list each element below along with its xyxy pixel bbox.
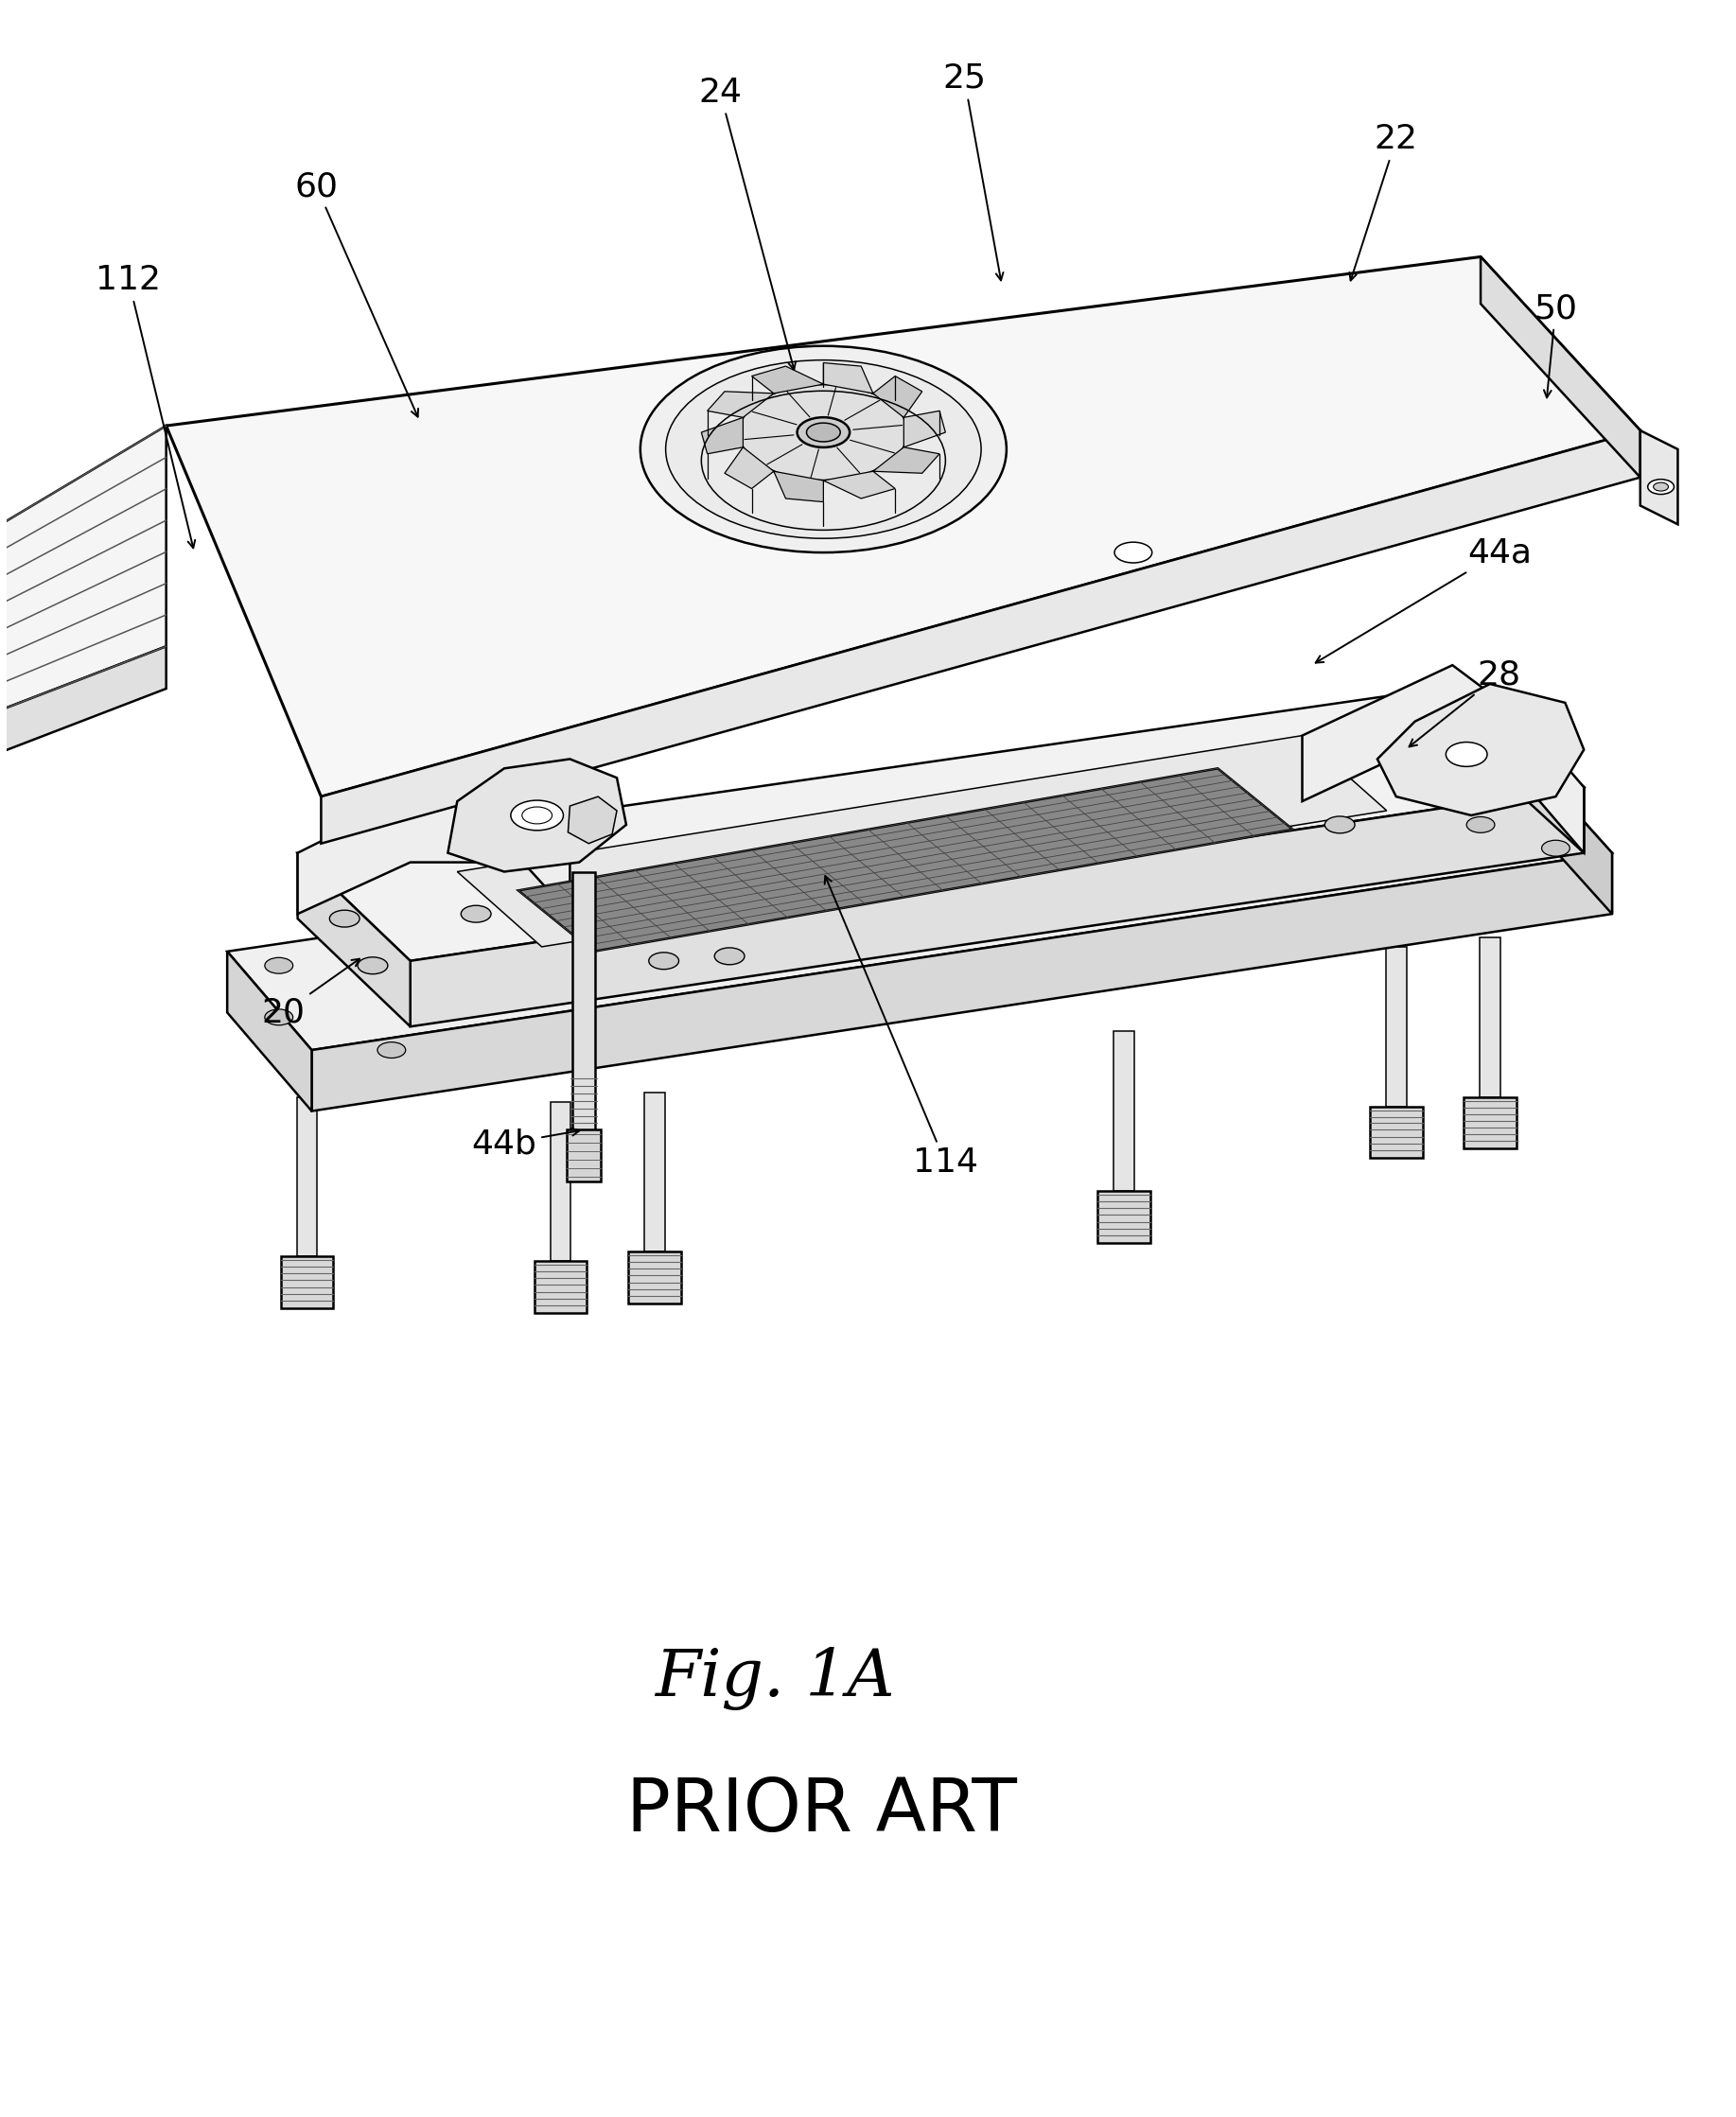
Polygon shape	[1479, 938, 1500, 1097]
Polygon shape	[167, 256, 1641, 796]
Text: 25: 25	[943, 61, 1003, 279]
Ellipse shape	[1486, 775, 1514, 790]
Polygon shape	[573, 872, 595, 1135]
Ellipse shape	[641, 345, 1007, 553]
Polygon shape	[321, 430, 1641, 843]
Polygon shape	[823, 472, 896, 497]
Polygon shape	[410, 788, 1583, 1027]
Text: 22: 22	[1349, 123, 1418, 279]
Text: 44b: 44b	[472, 1128, 580, 1160]
Polygon shape	[1470, 684, 1583, 853]
Polygon shape	[1370, 1107, 1422, 1158]
Ellipse shape	[266, 957, 293, 974]
Polygon shape	[1641, 430, 1677, 525]
Ellipse shape	[1647, 478, 1674, 493]
Polygon shape	[297, 684, 1583, 961]
Polygon shape	[774, 472, 823, 502]
Polygon shape	[281, 1257, 333, 1308]
Ellipse shape	[462, 906, 491, 923]
Polygon shape	[0, 426, 167, 741]
Ellipse shape	[715, 948, 745, 965]
Polygon shape	[1481, 256, 1641, 478]
Polygon shape	[568, 796, 616, 843]
Ellipse shape	[1507, 790, 1529, 802]
Polygon shape	[644, 1092, 665, 1251]
Polygon shape	[701, 417, 743, 453]
Text: 112: 112	[95, 265, 194, 548]
Ellipse shape	[1476, 743, 1503, 758]
Text: 114: 114	[825, 876, 977, 1179]
Polygon shape	[1385, 946, 1406, 1107]
Polygon shape	[752, 366, 823, 394]
Polygon shape	[568, 1130, 601, 1181]
Text: PRIOR ART: PRIOR ART	[627, 1774, 1017, 1846]
Ellipse shape	[1115, 542, 1153, 563]
Ellipse shape	[1653, 483, 1668, 491]
Ellipse shape	[266, 1010, 293, 1025]
Polygon shape	[297, 853, 410, 1027]
Ellipse shape	[1542, 840, 1569, 855]
Ellipse shape	[740, 383, 908, 481]
Polygon shape	[448, 760, 627, 872]
Text: 60: 60	[295, 169, 418, 417]
Text: 50: 50	[1535, 292, 1578, 398]
Ellipse shape	[358, 957, 387, 974]
Polygon shape	[227, 951, 312, 1111]
Polygon shape	[1113, 1031, 1134, 1192]
Polygon shape	[227, 760, 1613, 1050]
Polygon shape	[823, 362, 873, 394]
Polygon shape	[457, 735, 1387, 946]
Text: 24: 24	[698, 76, 795, 370]
Polygon shape	[1377, 684, 1583, 815]
Ellipse shape	[1446, 743, 1488, 766]
Polygon shape	[724, 447, 774, 489]
Ellipse shape	[1467, 817, 1495, 832]
Ellipse shape	[797, 417, 849, 447]
Polygon shape	[1097, 1192, 1151, 1243]
Polygon shape	[535, 1262, 587, 1313]
Polygon shape	[297, 1097, 318, 1257]
Text: 28: 28	[1410, 658, 1521, 747]
Ellipse shape	[665, 360, 981, 538]
Polygon shape	[519, 768, 1293, 951]
Polygon shape	[873, 377, 922, 417]
Ellipse shape	[1382, 752, 1411, 768]
Polygon shape	[1302, 665, 1583, 853]
Text: 44a: 44a	[1316, 536, 1531, 663]
Ellipse shape	[1325, 817, 1354, 834]
Polygon shape	[297, 796, 569, 915]
Polygon shape	[312, 853, 1613, 1111]
Ellipse shape	[330, 910, 359, 927]
Ellipse shape	[510, 800, 562, 830]
Text: 20: 20	[262, 959, 359, 1029]
Ellipse shape	[523, 807, 552, 824]
Ellipse shape	[807, 423, 840, 442]
Polygon shape	[0, 646, 167, 783]
Polygon shape	[1528, 760, 1613, 915]
Ellipse shape	[377, 1042, 406, 1058]
Polygon shape	[707, 392, 774, 417]
Ellipse shape	[1429, 768, 1458, 785]
Text: Fig. 1A: Fig. 1A	[654, 1647, 894, 1711]
Polygon shape	[550, 1101, 571, 1262]
Polygon shape	[904, 411, 946, 447]
Polygon shape	[873, 447, 939, 474]
Ellipse shape	[1118, 826, 1147, 843]
Polygon shape	[1463, 1097, 1516, 1150]
Polygon shape	[628, 1251, 681, 1304]
Ellipse shape	[649, 953, 679, 970]
